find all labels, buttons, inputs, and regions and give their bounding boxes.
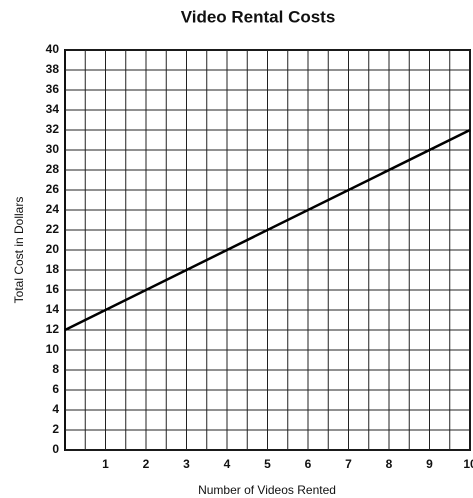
x-tick-label: 9 [426, 457, 433, 471]
y-tick-label: 30 [46, 142, 60, 156]
y-tick-label: 38 [46, 62, 60, 76]
chart-title: Video Rental Costs [181, 7, 336, 26]
x-tick-label: 1 [102, 457, 109, 471]
y-axis-label: Total Cost in Dollars [12, 197, 26, 304]
y-tick-label: 16 [46, 282, 60, 296]
x-axis-label: Number of Videos Rented [198, 483, 336, 497]
y-tick-label: 22 [46, 222, 60, 236]
y-tick-label: 28 [46, 162, 60, 176]
y-tick-label: 40 [46, 42, 60, 56]
y-tick-label: 32 [46, 122, 60, 136]
y-tick-label: 6 [52, 382, 59, 396]
y-tick-label: 20 [46, 242, 60, 256]
x-tick-label: 3 [183, 457, 190, 471]
y-tick-label: 2 [52, 422, 59, 436]
x-tick-label: 2 [143, 457, 150, 471]
y-tick-label: 14 [46, 302, 60, 316]
y-tick-label: 8 [52, 362, 59, 376]
x-tick-label: 4 [224, 457, 231, 471]
y-tick-label: 26 [46, 182, 60, 196]
y-tick-label: 0 [52, 442, 59, 456]
y-tick-label: 18 [46, 262, 60, 276]
y-tick-label: 24 [46, 202, 60, 216]
x-tick-label: 5 [264, 457, 271, 471]
x-tick-label: 6 [305, 457, 312, 471]
y-tick-label: 36 [46, 82, 60, 96]
y-tick-label: 4 [52, 402, 59, 416]
x-tick-label: 10 [463, 457, 473, 471]
x-tick-label: 8 [386, 457, 393, 471]
x-tick-label: 7 [345, 457, 352, 471]
y-tick-label: 10 [46, 342, 60, 356]
data-line [64, 128, 471, 332]
y-tick-label: 12 [46, 322, 60, 336]
y-tick-label: 34 [46, 102, 60, 116]
